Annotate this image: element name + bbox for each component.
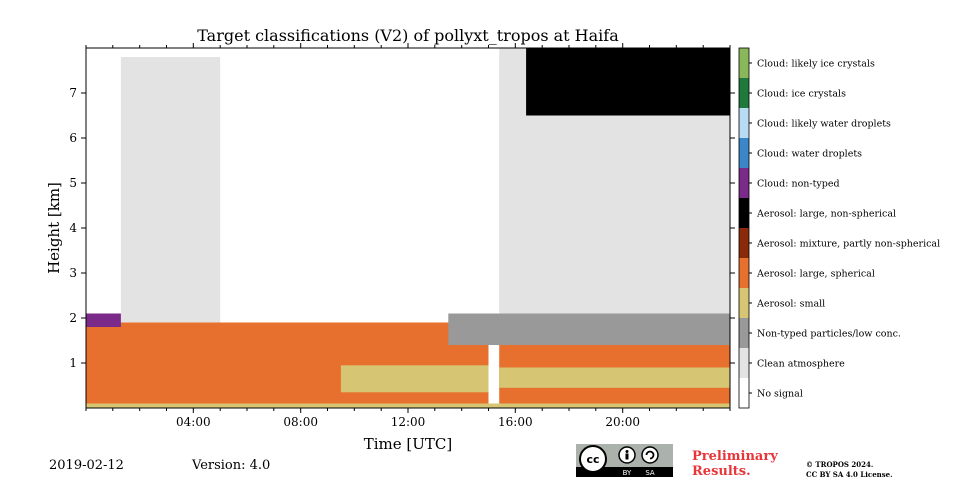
colorbar-label-2: Cloud: likely water droplets — [757, 119, 891, 130]
colorbar-label-10: Clean atmosphere — [757, 359, 845, 370]
colorbar-swatch-1 — [739, 78, 749, 108]
x-tick-label-3: 16:00 — [498, 415, 533, 429]
cc-sa-label: SA — [645, 469, 655, 477]
x-tick-label-2: 12:00 — [391, 415, 426, 429]
copyright-line-1: © TROPOS 2024. — [806, 460, 874, 469]
cc-icon: cc — [586, 453, 599, 466]
colorbar-swatch-11 — [739, 378, 749, 408]
x-axis-label: Time [UTC] — [364, 435, 453, 453]
colorbar-swatch-9 — [739, 318, 749, 348]
preliminary-results-note: Preliminary Results. — [692, 449, 778, 479]
colorbar-legend: Cloud: likely ice crystals Cloud: ice cry… — [738, 47, 940, 409]
footer-date: 2019-02-12 — [49, 458, 124, 473]
colorbar-swatch-0 — [739, 48, 749, 78]
colorbar-label-7: Aerosol: large, spherical — [756, 269, 875, 280]
colorbar-label-5: Aerosol: large, non-spherical — [756, 209, 896, 220]
share-alike-icon — [641, 446, 659, 464]
copyright-line-2: CC BY SA 4.0 License. — [806, 470, 893, 479]
chart-title: Target classifications (V2) of pollyxt_t… — [197, 26, 619, 45]
class-region-2 — [86, 403, 730, 408]
colorbar-swatch-5 — [739, 198, 749, 228]
class-region-7 — [120, 57, 221, 323]
colorbar-label-8: Aerosol: small — [756, 299, 825, 310]
colorbar-label-11: No signal — [757, 389, 803, 400]
colorbar-swatch-4 — [739, 168, 749, 198]
y-tick-label-4: 5 — [69, 176, 77, 190]
class-region-0 — [86, 322, 489, 406]
y-tick-label-6: 7 — [69, 86, 77, 100]
y-tick-label-3: 4 — [69, 221, 77, 235]
colorbar-swatch-8 — [739, 288, 749, 318]
y-tick-label-5: 6 — [69, 131, 77, 145]
colorbar-swatch-6 — [739, 228, 749, 258]
x-tick-label-4: 20:00 — [605, 415, 640, 429]
cc-circle-icon — [579, 445, 607, 473]
colorbar-label-6: Aerosol: mixture, partly non-spherical — [756, 239, 940, 250]
y-tick-label-2: 3 — [69, 266, 77, 280]
class-region-9 — [526, 48, 730, 116]
class-region-5 — [448, 313, 731, 345]
class-region-3 — [340, 365, 489, 393]
cc-by-label: BY — [623, 469, 632, 477]
x-tick-label-1: 08:00 — [283, 415, 318, 429]
colorbar-swatch-2 — [739, 108, 749, 138]
colorbar-swatch-7 — [739, 258, 749, 288]
preliminary-line: Preliminary — [692, 449, 778, 464]
class-region-8 — [86, 313, 121, 327]
class-region-4 — [499, 367, 730, 388]
colorbar-label-9: Non-typed particles/low conc. — [757, 329, 901, 340]
colorbar-label-3: Cloud: water droplets — [757, 149, 862, 160]
copyright-note: © TROPOS 2024. CC BY SA 4.0 License. — [806, 460, 893, 480]
y-axis: 1 2 3 4 5 6 7 — [69, 86, 735, 370]
y-tick-label-1: 2 — [69, 311, 77, 325]
cc-license-badge[interactable]: cc BY SA — [576, 444, 673, 477]
colorbar-swatch-3 — [739, 138, 749, 168]
footer-version: Version: 4.0 — [192, 458, 271, 473]
y-axis-label: Height [km] — [45, 182, 63, 274]
colorbar-frame — [738, 47, 750, 409]
x-axis: 04:00 08:00 12:00 16:00 20:00 — [85, 43, 731, 429]
results-line: Results. — [692, 464, 751, 479]
colorbar-label-1: Cloud: ice crystals — [757, 89, 846, 100]
x-tick-label-0: 04:00 — [176, 415, 211, 429]
colorbar-swatch-10 — [739, 348, 749, 378]
colorbar-label-4: Cloud: non-typed — [757, 179, 840, 190]
plot-area — [85, 47, 731, 409]
y-tick-label-0: 1 — [69, 356, 77, 370]
colorbar-label-0: Cloud: likely ice crystals — [757, 59, 875, 70]
